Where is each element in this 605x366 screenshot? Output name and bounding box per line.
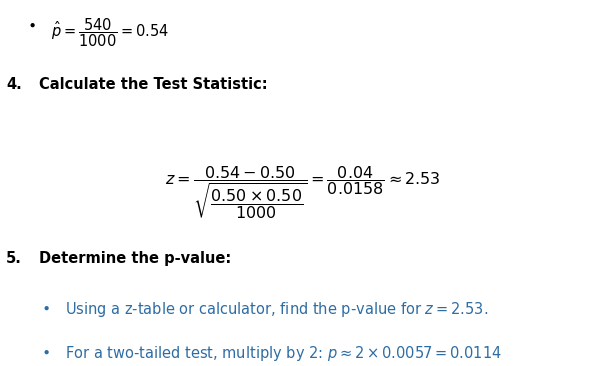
Text: Calculate the Test Statistic:: Calculate the Test Statistic: <box>39 77 268 92</box>
Text: For a two-tailed test, multiply by 2: $p \approx 2 \times 0.0057 = 0.0114$: For a two-tailed test, multiply by 2: $p… <box>65 344 502 363</box>
Text: $\bullet$: $\bullet$ <box>27 16 36 31</box>
Text: Using a z-table or calculator, find the p-value for $z = 2.53.$: Using a z-table or calculator, find the … <box>65 300 488 319</box>
Text: $\bullet$: $\bullet$ <box>41 344 50 359</box>
Text: Determine the p-value:: Determine the p-value: <box>39 251 232 266</box>
Text: $\bullet$: $\bullet$ <box>41 300 50 315</box>
Text: 5.: 5. <box>6 251 22 266</box>
Text: $\hat{p} = \dfrac{540}{1000} = 0.54$: $\hat{p} = \dfrac{540}{1000} = 0.54$ <box>51 16 169 49</box>
Text: 4.: 4. <box>6 77 22 92</box>
Text: $z = \dfrac{0.54 - 0.50}{\sqrt{\dfrac{0.50\times0.50}{1000}}} = \dfrac{0.04}{0.0: $z = \dfrac{0.54 - 0.50}{\sqrt{\dfrac{0.… <box>165 165 440 222</box>
